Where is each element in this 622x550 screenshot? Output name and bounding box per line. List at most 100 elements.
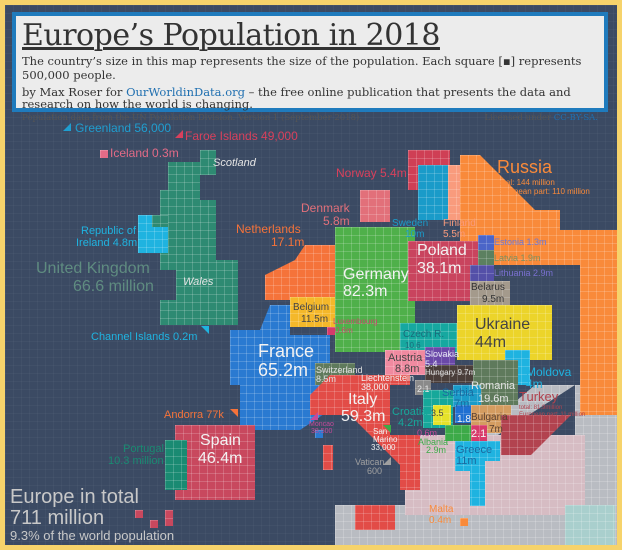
- label-vatican-1: Vatican: [355, 457, 385, 467]
- label-turkey-1: Turkey: [519, 389, 559, 404]
- label-sweden-1: Sweden: [392, 218, 429, 229]
- label-greece-2: 11m: [456, 455, 477, 467]
- label-slovakia-2: 5.4: [425, 359, 438, 369]
- label-portugal-2: 10.3 million: [108, 455, 164, 467]
- label-turkey-2: total: 81.9million: [519, 405, 563, 411]
- license-note: Licensed under CC-BY-SA.: [484, 113, 598, 123]
- label-denmark-1: Denmark: [301, 201, 350, 215]
- label-estonia: Estonia 1.3m: [494, 237, 547, 247]
- label-france-2: 65.2m: [258, 360, 309, 380]
- sweden-shape: [418, 165, 448, 220]
- label-luxembourg-2: 0.6m: [335, 326, 353, 335]
- albania-shape: [445, 425, 471, 441]
- label-uk-1: United Kingdom: [36, 260, 150, 277]
- label-finland-1: Finland: [443, 218, 476, 229]
- outside-region-teal: [565, 505, 615, 545]
- label-sanmarino-1: San: [373, 427, 388, 436]
- label-ukraine-1: Ukraine: [475, 316, 531, 333]
- label-iceland: Iceland 0.3m: [110, 146, 179, 160]
- header-panel: Europe’s Population in 2018 The country’…: [16, 16, 604, 123]
- label-russia-eu: European part: 110 million: [497, 187, 590, 196]
- total-line-2: 711 million: [10, 507, 105, 529]
- corsica-shape: [315, 430, 323, 438]
- label-latvia: Latvia 1.9m: [494, 253, 541, 263]
- label-sanmarino-3: 33,000: [371, 443, 396, 452]
- sicily-shape: [355, 505, 395, 530]
- label-slovakia-1: Slovakia: [425, 349, 460, 359]
- owid-link[interactable]: OurWorldinData.org: [126, 85, 245, 99]
- label-france-1: France: [258, 341, 315, 361]
- label-moldova-1: Moldova: [526, 365, 572, 379]
- label-wales: Wales: [183, 276, 214, 288]
- label-portugal-1: Portugal: [123, 443, 164, 455]
- label-bulgaria-2: 7m: [489, 424, 503, 435]
- label-moldova-2: 4m: [526, 377, 543, 391]
- label-hungary: Hungary 9.7m: [425, 368, 476, 377]
- label-macedonia: 2.1: [471, 428, 487, 440]
- label-poland-2: 38.1m: [417, 260, 462, 277]
- label-czech-2: 10.6: [405, 341, 421, 350]
- label-belarus-2: 9.5m: [482, 294, 505, 305]
- label-uk-2: 66.6 million: [73, 278, 154, 295]
- sanmarino-marker-icon: [383, 425, 391, 433]
- bosnia-shape: [433, 405, 451, 425]
- label-sweden-2: 10m: [405, 229, 425, 240]
- label-denmark-2: 5.8m: [323, 214, 350, 228]
- label-italy-2: 59.3m: [341, 408, 386, 425]
- lithuania-shape: [470, 265, 494, 281]
- source-row: Population data from the UN Population D…: [22, 113, 598, 123]
- header-band: Europe’s Population in 2018 The country’…: [12, 12, 608, 123]
- page-title: Europe’s Population in 2018: [22, 18, 440, 53]
- balearic-3: [165, 510, 173, 526]
- finland-shape: [448, 165, 463, 220]
- label-kosovo: 1.8: [457, 414, 471, 425]
- label-ireland-2: Ireland 4.8m: [76, 237, 138, 249]
- label-bulgaria-1: Bulgaria: [471, 412, 508, 423]
- label-albania-1: Albania: [418, 437, 449, 447]
- label-lithuania: Lithuania 2.9m: [494, 268, 554, 278]
- label-austria-2: 8.8m: [395, 363, 420, 375]
- label-serbia-2: 7m: [454, 398, 470, 410]
- label-vatican-2: 600: [367, 466, 383, 476]
- label-netherlands-1: Netherlands: [236, 222, 301, 236]
- label-monaco-2: 38,500: [311, 428, 333, 435]
- license-prefix: Licensed under: [484, 113, 554, 123]
- label-liechtenstein-2: 38,000: [361, 382, 389, 392]
- balearic-1: [135, 510, 143, 518]
- label-spain-1: Spain: [200, 432, 241, 449]
- label-andorra: Andorra 77k: [164, 409, 224, 421]
- austria-shape: [385, 350, 425, 375]
- license-link[interactable]: CC-BY-SA.: [553, 113, 598, 123]
- netherlands-shape: [265, 245, 337, 300]
- faroe-marker-icon: [175, 130, 183, 138]
- slovakia-shape: [425, 347, 455, 365]
- label-germany-2: 82.3m: [343, 283, 388, 300]
- label-liechtenstein-1: Liechtenstein: [361, 373, 415, 383]
- label-ukraine-2: 44m: [475, 334, 507, 351]
- malta-square: [460, 518, 468, 526]
- label-greenland: Greenland 56,000: [75, 121, 172, 135]
- label-belgium-1: Belgium: [293, 302, 330, 313]
- uk-shape: [160, 150, 238, 325]
- label-monaco-1: Moncao: [309, 421, 334, 428]
- portugal-shape: [165, 440, 187, 490]
- sardinia-shape: [323, 445, 333, 470]
- label-croatia-2: 4.2m: [398, 417, 423, 429]
- denmark-shape: [360, 190, 390, 222]
- spain-shape: [175, 425, 255, 500]
- label-malta-2: 0.4m: [429, 515, 452, 526]
- label-italy-1: Italy: [348, 391, 378, 408]
- total-line-1: Europe in total: [10, 486, 139, 508]
- label-albania-2: 2.9m: [426, 445, 447, 455]
- label-czech-1: Czech R.: [403, 329, 445, 340]
- label-russia: Russia: [497, 157, 553, 177]
- ireland-north: [152, 215, 168, 227]
- label-spain-2: 46.4m: [198, 450, 243, 467]
- belgium-shape: [290, 297, 335, 327]
- byline-prefix: by Max Roser for: [22, 85, 127, 99]
- poland-shape: [408, 241, 478, 301]
- label-croatia-1: Croatia: [392, 406, 428, 418]
- estonia-shape: [478, 235, 494, 250]
- label-faroe: Faroe Islands 49,000: [185, 129, 298, 143]
- label-austria-1: Austria: [388, 352, 423, 364]
